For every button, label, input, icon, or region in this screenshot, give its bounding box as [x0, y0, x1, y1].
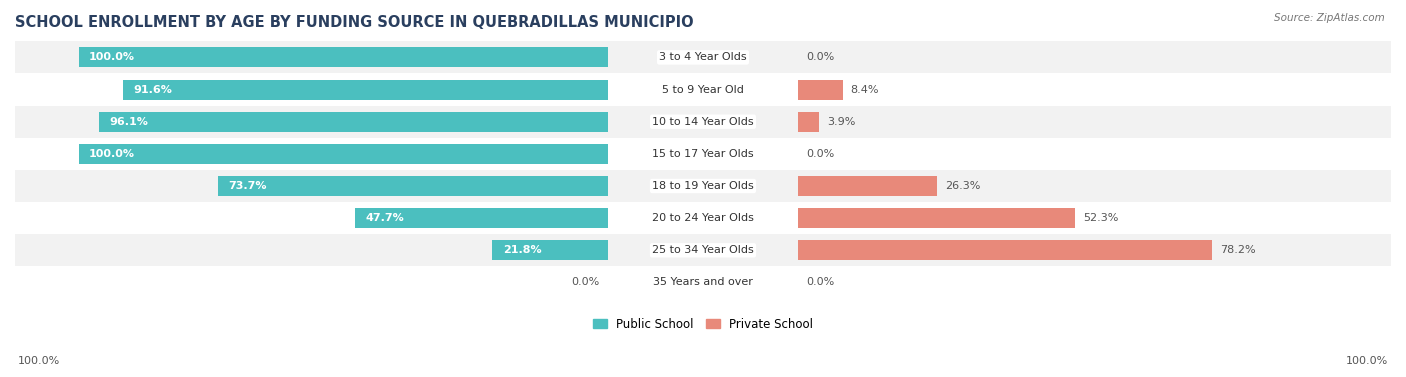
Bar — [15, 138, 1391, 170]
Text: 20 to 24 Year Olds: 20 to 24 Year Olds — [652, 213, 754, 223]
Bar — [799, 176, 938, 196]
Bar — [122, 80, 607, 100]
Text: 100.0%: 100.0% — [89, 52, 135, 63]
Text: 0.0%: 0.0% — [572, 277, 600, 287]
Text: 26.3%: 26.3% — [945, 181, 981, 191]
Text: 100.0%: 100.0% — [1346, 356, 1388, 366]
Text: Source: ZipAtlas.com: Source: ZipAtlas.com — [1274, 13, 1385, 23]
Bar — [356, 208, 607, 228]
Text: 10 to 14 Year Olds: 10 to 14 Year Olds — [652, 117, 754, 127]
Text: SCHOOL ENROLLMENT BY AGE BY FUNDING SOURCE IN QUEBRADILLAS MUNICIPIO: SCHOOL ENROLLMENT BY AGE BY FUNDING SOUR… — [15, 15, 693, 30]
Text: 3 to 4 Year Olds: 3 to 4 Year Olds — [659, 52, 747, 63]
Text: 78.2%: 78.2% — [1220, 245, 1256, 255]
Bar — [15, 234, 1391, 267]
Text: 3.9%: 3.9% — [827, 117, 855, 127]
Legend: Public School, Private School: Public School, Private School — [588, 313, 818, 336]
Text: 0.0%: 0.0% — [806, 52, 834, 63]
Text: 18 to 19 Year Olds: 18 to 19 Year Olds — [652, 181, 754, 191]
Text: 21.8%: 21.8% — [503, 245, 541, 255]
Bar — [79, 144, 607, 164]
Bar — [15, 106, 1391, 138]
Bar — [799, 80, 842, 100]
Bar — [100, 112, 607, 132]
Bar — [799, 208, 1076, 228]
Bar — [799, 240, 1212, 260]
Text: 100.0%: 100.0% — [89, 149, 135, 159]
Bar — [15, 170, 1391, 202]
Text: 0.0%: 0.0% — [806, 277, 834, 287]
Bar — [15, 41, 1391, 74]
Bar — [15, 267, 1391, 299]
Text: 100.0%: 100.0% — [18, 356, 60, 366]
Text: 25 to 34 Year Olds: 25 to 34 Year Olds — [652, 245, 754, 255]
Text: 96.1%: 96.1% — [110, 117, 149, 127]
Text: 35 Years and over: 35 Years and over — [652, 277, 754, 287]
Bar — [492, 240, 607, 260]
Text: 5 to 9 Year Old: 5 to 9 Year Old — [662, 84, 744, 95]
Text: 0.0%: 0.0% — [806, 149, 834, 159]
Text: 91.6%: 91.6% — [134, 84, 173, 95]
Text: 8.4%: 8.4% — [851, 84, 879, 95]
Bar — [218, 176, 607, 196]
Text: 52.3%: 52.3% — [1083, 213, 1118, 223]
Text: 73.7%: 73.7% — [228, 181, 267, 191]
Bar — [799, 112, 818, 132]
Text: 15 to 17 Year Olds: 15 to 17 Year Olds — [652, 149, 754, 159]
Text: 47.7%: 47.7% — [366, 213, 405, 223]
Bar — [15, 202, 1391, 234]
Bar — [79, 48, 607, 67]
Bar — [15, 74, 1391, 106]
